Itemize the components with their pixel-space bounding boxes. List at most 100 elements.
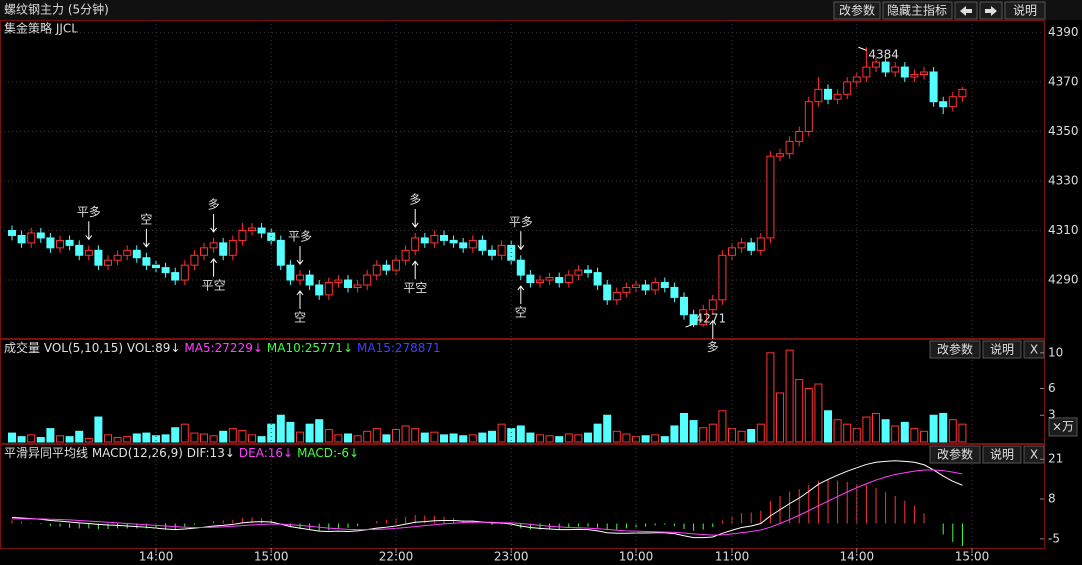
candle-body — [497, 244, 506, 256]
next-button[interactable] — [979, 1, 1003, 20]
volume-bar — [190, 432, 199, 443]
button[interactable]: X — [1023, 445, 1045, 464]
volume-bar — [84, 437, 93, 443]
volume-bar — [324, 429, 333, 443]
volume-bar — [632, 436, 640, 443]
candle-body — [171, 272, 180, 281]
volume-bar — [737, 430, 746, 443]
candle-body — [670, 286, 679, 298]
x-tick-label: 11:00 — [715, 550, 750, 564]
candle-body — [718, 254, 727, 301]
y-tick-label: 8 — [1048, 492, 1056, 506]
prev-button[interactable] — [954, 1, 978, 20]
volume-bar — [804, 387, 813, 443]
legend-entry: MACD:-6↓ — [297, 446, 359, 460]
button-label[interactable]: 说明 — [990, 342, 1014, 357]
candle-body — [56, 239, 64, 249]
candle-body — [814, 88, 823, 103]
y-tick-label: 4370 — [1048, 74, 1079, 88]
volume-bar — [536, 434, 544, 443]
volume-bar — [219, 430, 228, 443]
volume-bar — [56, 435, 64, 443]
volume-bar — [948, 419, 957, 443]
button-label[interactable]: 说明 — [1013, 3, 1037, 18]
candle-body — [228, 239, 237, 256]
volume-bar — [238, 429, 247, 443]
signal-label: 空 — [515, 306, 527, 320]
x-tick-label: 10:00 — [619, 550, 654, 564]
volume-bar — [593, 423, 602, 443]
volume-bar — [718, 410, 727, 443]
volume-bar — [603, 414, 612, 443]
volume-bar — [132, 433, 141, 443]
candle-body — [891, 66, 900, 73]
signal-arrow — [709, 319, 717, 339]
button[interactable]: 说明 — [982, 445, 1022, 464]
volume-bar — [862, 416, 871, 443]
signal-label: 平多 — [77, 205, 101, 219]
button-label[interactable]: 改参数 — [839, 3, 875, 18]
signal-arrow — [296, 290, 304, 309]
volume-bar — [526, 432, 535, 443]
button[interactable]: 改参数 — [833, 1, 881, 20]
signal-label: 空 — [294, 310, 306, 324]
candle-body — [833, 93, 842, 100]
button-label[interactable]: X — [1030, 448, 1038, 462]
button[interactable]: 说明 — [982, 340, 1022, 359]
volume-bar — [276, 414, 285, 443]
signal-arrow — [517, 285, 525, 305]
button-label[interactable]: 改参数 — [937, 342, 973, 357]
candle-body — [296, 274, 304, 281]
y-tick-label: 3 — [1048, 408, 1056, 422]
volume-bar — [75, 430, 84, 443]
volume-bar — [363, 430, 372, 443]
panel-title: 平滑异同平均线 MACD(12,26,9) DIF:13↓ — [4, 446, 235, 460]
volume-bar — [420, 432, 429, 443]
y-tick-label: 4390 — [1048, 25, 1079, 39]
candle-body — [852, 76, 861, 83]
candle-body — [632, 284, 640, 288]
volume-bar — [430, 431, 439, 443]
candle-body — [641, 284, 650, 291]
button[interactable]: 改参数 — [929, 340, 981, 359]
chart-title: 螺纹钢主力 (5分钟) — [4, 2, 109, 17]
candle-body — [142, 257, 151, 266]
button[interactable]: 说明 — [1004, 1, 1046, 20]
candle-body — [728, 247, 736, 256]
signal-label: 多 — [208, 197, 220, 211]
candle-body — [948, 96, 957, 108]
x-tick-label: 14:00 — [139, 550, 174, 564]
button[interactable]: 改参数 — [929, 445, 981, 464]
button-label[interactable]: 改参数 — [937, 447, 973, 462]
button-label[interactable]: X — [1030, 343, 1038, 357]
x-tick-label: 22:00 — [379, 550, 414, 564]
button[interactable]: 隐藏主指标 — [882, 1, 953, 20]
candle-body — [430, 234, 439, 244]
extreme-leader — [858, 46, 867, 51]
volume-bar — [392, 429, 400, 443]
panel-title: 成交量 VOL(5,10,15) VOL:89↓ — [4, 340, 180, 355]
volume-bar — [200, 433, 208, 443]
candle-body — [190, 254, 199, 266]
signal-label: 平空 — [403, 281, 427, 295]
signal-arrow — [411, 260, 419, 280]
button[interactable]: X — [1023, 340, 1045, 359]
candle-body — [382, 264, 391, 271]
volume-bar — [756, 423, 765, 443]
candle-body — [526, 274, 535, 284]
unit-label: ×万 — [1052, 420, 1074, 434]
signal-arrow — [210, 213, 217, 233]
candle-body — [824, 88, 832, 100]
candle-body — [344, 279, 352, 288]
volume-bar — [401, 425, 410, 443]
candle-body — [257, 227, 266, 234]
candle-body — [27, 232, 36, 244]
volume-bar — [315, 419, 324, 443]
button-label[interactable]: 说明 — [990, 447, 1014, 462]
volume-bar — [516, 425, 525, 443]
button-label[interactable]: 隐藏主指标 — [887, 3, 947, 18]
volume-bar — [344, 433, 352, 443]
candle-body — [65, 239, 74, 246]
candle-body — [776, 153, 784, 157]
